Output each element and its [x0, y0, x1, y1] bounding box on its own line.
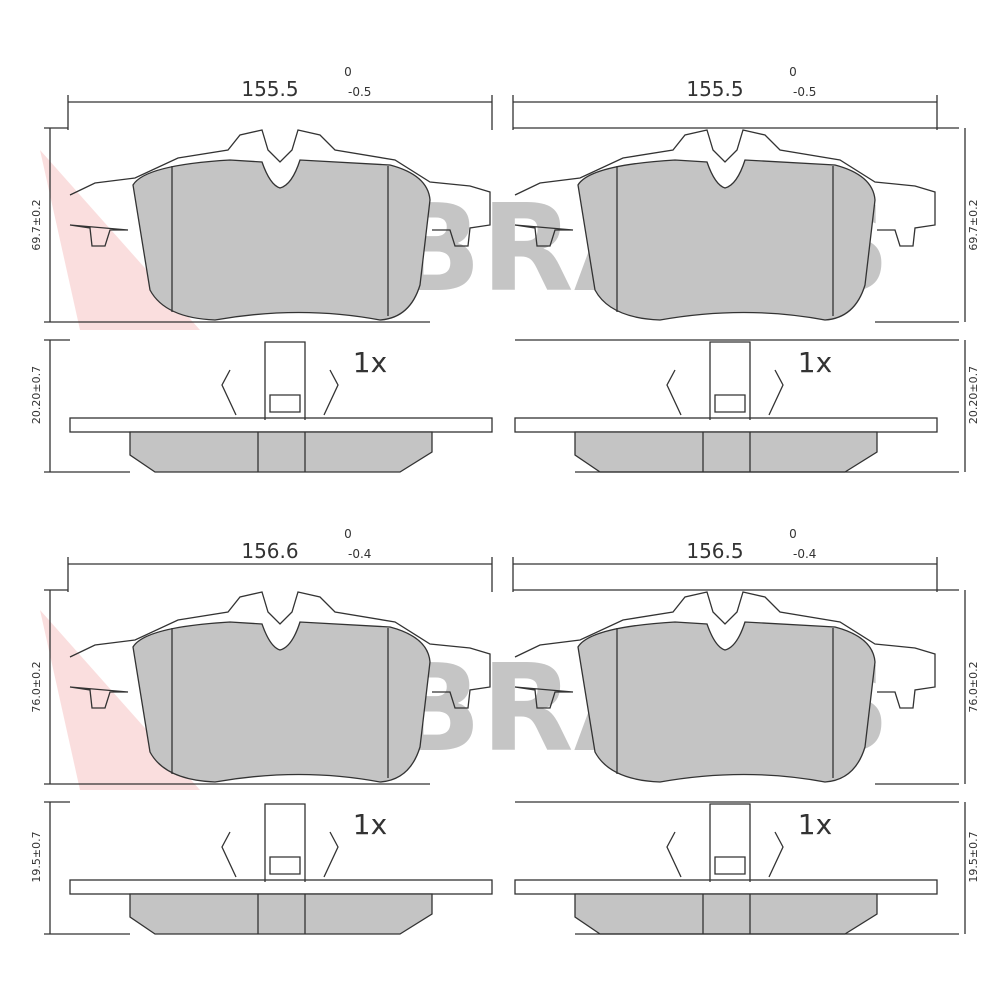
thickness-dimension: 19.5±0.7: [967, 831, 980, 882]
dimension-line: [512, 557, 938, 592]
quantity: 1x: [353, 808, 387, 841]
dimension-line: [513, 589, 966, 785]
width-dimension: 156.6: [241, 539, 298, 563]
dimension-line: [44, 127, 430, 323]
thickness-dimension: 20.20±0.7: [30, 366, 43, 424]
height-dimension: 69.7±0.2: [30, 199, 43, 250]
wear-line: [616, 628, 834, 778]
tolerance-lower: -0.5: [793, 85, 816, 99]
thickness-dimension: 19.5±0.7: [30, 831, 43, 882]
quantity: 1x: [798, 346, 832, 379]
thickness-dimension: 20.20±0.7: [967, 366, 980, 424]
height-dimension: 76.0±0.2: [30, 661, 43, 712]
backing-plate: [69, 129, 491, 247]
side-divider: [257, 894, 306, 934]
tolerance-upper: 0: [789, 527, 797, 541]
height-dimension: 69.7±0.2: [967, 199, 980, 250]
pad-panel: 155.5 0 -0.5 69.7±0.2 20.20±0.7 1x: [512, 65, 980, 473]
wear-line: [171, 628, 389, 778]
tolerance-lower: -0.5: [348, 85, 371, 99]
dimension-line: [44, 589, 430, 785]
side-friction: [129, 893, 433, 935]
friction-material: [577, 159, 876, 321]
side-divider: [257, 432, 306, 472]
width-dimension: 156.5: [686, 539, 743, 563]
side-friction: [574, 431, 878, 473]
dimension-line: [515, 339, 966, 473]
side-plate: [69, 879, 493, 895]
dimension-line: [515, 801, 966, 935]
clip: [666, 341, 784, 420]
height-dimension: 76.0±0.2: [967, 661, 980, 712]
friction-material: [577, 621, 876, 783]
dimension-line: [44, 339, 130, 473]
wear-line: [171, 166, 389, 316]
width-dimension: 155.5: [686, 77, 743, 101]
backing-plate: [514, 129, 936, 247]
quantity: 1x: [353, 346, 387, 379]
dimension-line: [67, 557, 493, 592]
side-plate: [514, 879, 938, 895]
tolerance-lower: -0.4: [793, 547, 816, 561]
clip: [221, 803, 339, 882]
quantity: 1x: [798, 808, 832, 841]
friction-material: [132, 621, 431, 783]
side-plate: [69, 417, 493, 433]
pad-panel: 156.5 0 -0.4 76.0±0.2 19.5±0.7 1x: [512, 527, 980, 935]
side-divider: [702, 432, 751, 472]
clip: [221, 341, 339, 420]
width-dimension: 155.5: [241, 77, 298, 101]
backing-plate: [514, 591, 936, 709]
tolerance-lower: -0.4: [348, 547, 371, 561]
side-divider: [702, 894, 751, 934]
dimension-line: [44, 801, 130, 935]
pad-panel: 156.6 0 -0.4 76.0±0.2 19.5±0.7 1x: [30, 527, 493, 935]
tolerance-upper: 0: [789, 65, 797, 79]
dimension-line: [513, 127, 966, 323]
tolerance-upper: 0: [344, 65, 352, 79]
side-plate: [514, 417, 938, 433]
friction-material: [132, 159, 431, 321]
clip: [666, 803, 784, 882]
dimension-line: [512, 95, 938, 130]
wear-line: [616, 166, 834, 316]
backing-plate: [69, 591, 491, 709]
side-friction: [129, 431, 433, 473]
dimension-line: [67, 95, 493, 130]
tolerance-upper: 0: [344, 527, 352, 541]
pad-panel: 155.5 0 -0.5 69.7±0.2 20.20±0.7 1x: [30, 65, 493, 473]
side-friction: [574, 893, 878, 935]
